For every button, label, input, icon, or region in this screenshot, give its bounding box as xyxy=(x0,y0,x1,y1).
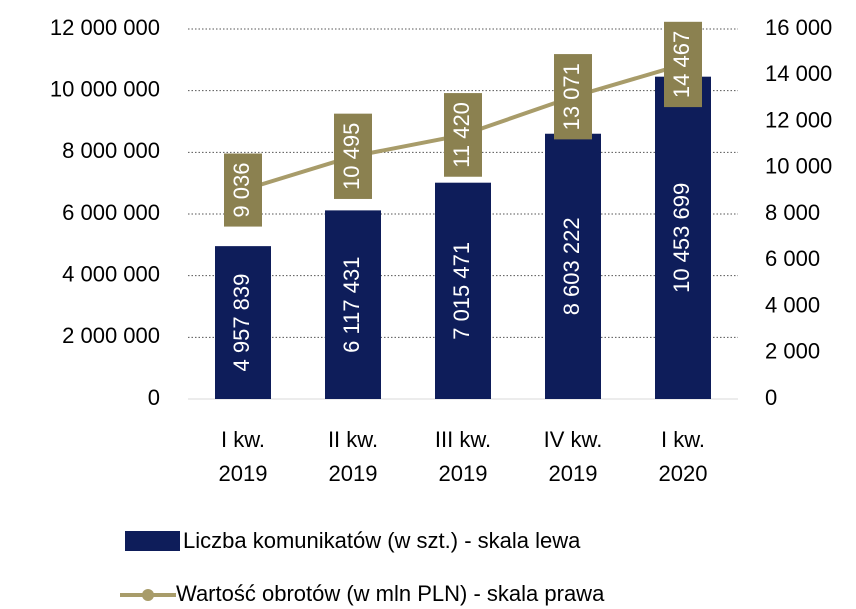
legend-marker xyxy=(142,589,154,601)
y2-tick-label: 6 000 xyxy=(765,246,820,271)
legend-swatch xyxy=(125,531,180,551)
x-tick-label: I kw. 2019 xyxy=(218,427,268,486)
bar xyxy=(545,133,601,399)
y-tick-label: 4 000 000 xyxy=(62,261,160,286)
y2-tick-label: 4 000 xyxy=(765,292,820,317)
x-tick-label: II kw. 2019 xyxy=(327,427,379,486)
bar-value-label: 6 117 431 xyxy=(339,257,364,353)
x-tick-label: IV kw. 2019 xyxy=(543,427,603,486)
bar-value-label: 10 453 699 xyxy=(669,183,694,293)
bar-value-label: 4 957 839 xyxy=(229,274,254,372)
legend-label: Wartość obrotów (w mln PLN) - skala praw… xyxy=(176,581,605,606)
bar xyxy=(325,210,381,399)
y-tick-label: 0 xyxy=(148,385,160,410)
y-tick-label: 8 000 000 xyxy=(62,138,160,163)
bar-value-label: 7 015 471 xyxy=(449,242,474,340)
label-box xyxy=(224,153,262,227)
line-value-label: 11 420 xyxy=(449,102,474,168)
line-value-label: 13 071 xyxy=(559,63,584,130)
line-value-label: 9 036 xyxy=(229,163,254,218)
line-value-label: 14 467 xyxy=(669,31,694,98)
bar xyxy=(435,182,491,399)
y-tick-label: 10 000 000 xyxy=(50,76,160,101)
y2-tick-label: 8 000 xyxy=(765,200,820,225)
label-box xyxy=(444,93,482,177)
y2-tick-label: 12 000 xyxy=(765,107,832,132)
label-box xyxy=(554,54,592,140)
legend-label: Liczba komunikatów (w szt.) - skala lewa xyxy=(183,528,581,553)
x-tick-label: I kw. 2020 xyxy=(658,427,708,486)
bar xyxy=(215,246,271,399)
label-box xyxy=(334,113,372,199)
x-tick-label: III kw. 2019 xyxy=(434,427,492,486)
y2-tick-label: 14 000 xyxy=(765,61,832,86)
label-box xyxy=(664,21,702,108)
line-value-label-box: 11 420 xyxy=(444,93,482,177)
bar-value-label: 8 603 222 xyxy=(559,217,584,315)
line-value-label: 10 495 xyxy=(339,123,364,190)
line-value-label-box: 10 495 xyxy=(334,113,372,199)
line-value-label-box: 13 071 xyxy=(554,54,592,140)
y2-tick-label: 16 000 xyxy=(765,15,832,40)
y2-tick-label: 2 000 xyxy=(765,339,820,364)
line-value-label-box: 9 036 xyxy=(224,153,262,227)
y-tick-label: 12 000 000 xyxy=(50,15,160,40)
y-tick-label: 6 000 000 xyxy=(62,200,160,225)
bar xyxy=(655,76,711,399)
y2-tick-label: 0 xyxy=(765,385,777,410)
y-tick-label: 2 000 000 xyxy=(62,323,160,348)
y2-tick-label: 10 000 xyxy=(765,154,832,179)
line-value-label-box: 14 467 xyxy=(664,21,702,108)
